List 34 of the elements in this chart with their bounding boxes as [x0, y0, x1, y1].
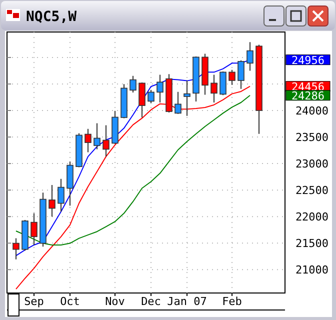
candlestick: [58, 178, 64, 212]
line-series: [16, 94, 250, 246]
candlestick: [12, 238, 20, 260]
candlestick: [48, 184, 56, 218]
candlestick: [238, 60, 244, 90]
candlestick: [30, 212, 38, 246]
text: 24956: [291, 54, 325, 67]
x-tick-label: Dec: [141, 295, 161, 308]
candlestick: [184, 80, 190, 116]
chart-title: NQC5,W: [26, 9, 78, 25]
text: 24286: [291, 89, 325, 102]
candlestick: [228, 69, 236, 86]
candlestick: [66, 161, 74, 206]
y-tick-label: 21000: [295, 264, 329, 277]
y-tick-label: 23000: [295, 158, 329, 171]
y-tick-label: 22500: [295, 184, 329, 198]
y-tick-label: 22000: [295, 210, 329, 224]
x-tick-label: Sep: [24, 295, 44, 308]
y-tick-label: 21500: [295, 237, 329, 250]
candlestick: [102, 124, 110, 158]
candlestick: [156, 74, 164, 103]
candlestick: [130, 75, 136, 93]
candlestick: [174, 91, 182, 114]
candlestick: [246, 42, 254, 72]
candlestick: [84, 128, 92, 153]
y-tick-label: 23500: [295, 131, 329, 144]
x-tick-label: Feb: [222, 295, 242, 308]
candlestick: [220, 70, 226, 96]
x-tick-label: Jan 07: [167, 295, 207, 308]
candlestick: [94, 122, 100, 150]
x-tick-label: Nov: [105, 295, 126, 308]
y-tick-label: 24000: [295, 104, 329, 118]
x-tick-label: Oct: [60, 295, 80, 308]
candlestick: [148, 89, 154, 104]
